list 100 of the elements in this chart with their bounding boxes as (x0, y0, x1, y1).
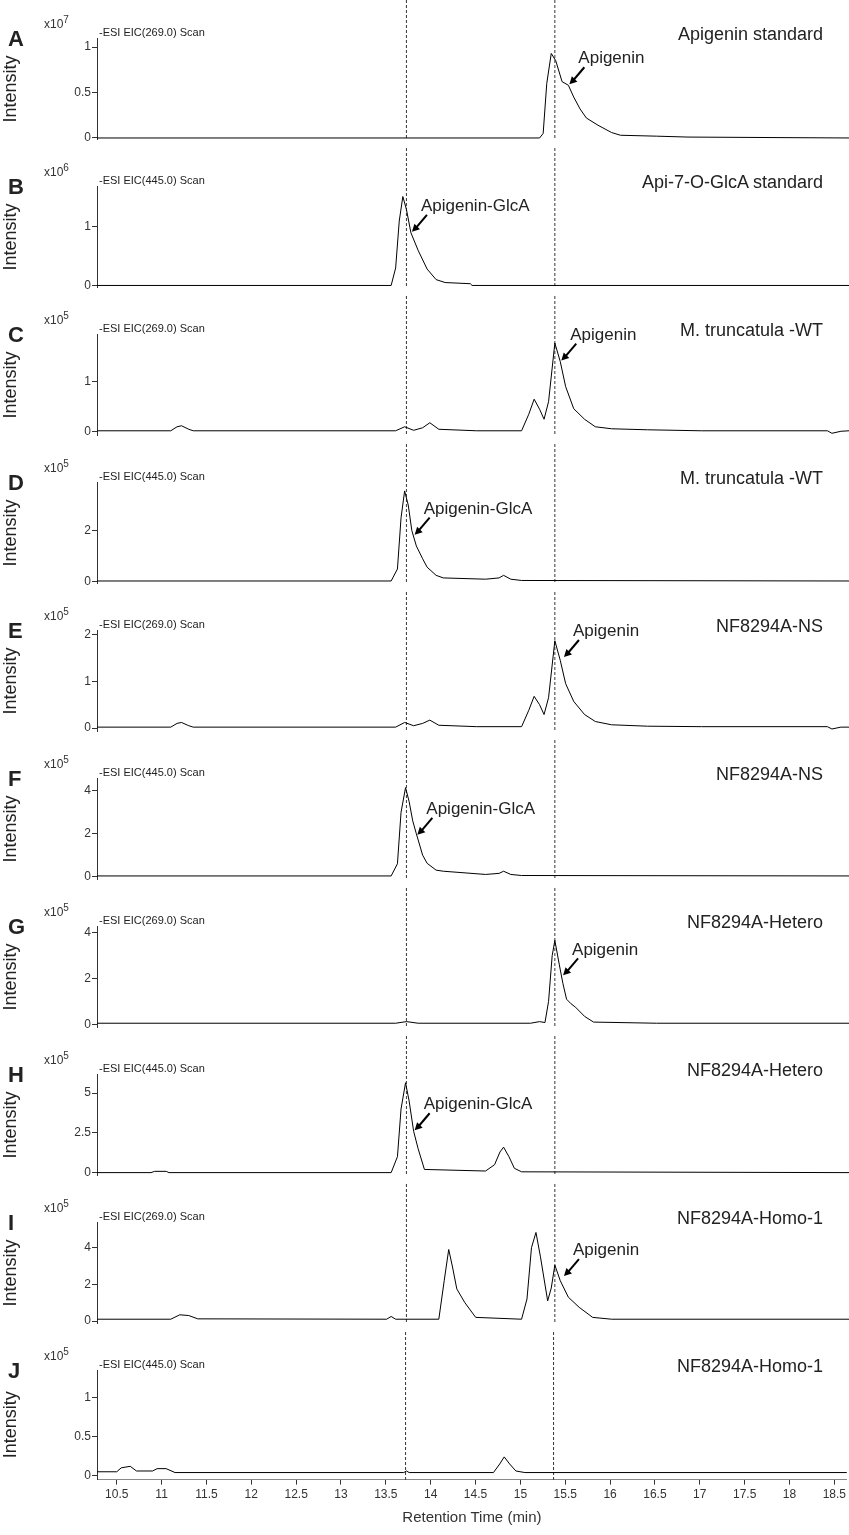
y-tick-label: 2 (84, 826, 92, 841)
chart-title: H (8, 1062, 24, 1088)
y-tick-label: 0 (84, 130, 92, 145)
x-axis-title: Retention Time (min) (402, 1508, 542, 1526)
y-tick-label: 0 (84, 1164, 92, 1179)
x-tick-label: 11.5 (195, 1487, 218, 1502)
y-tick-label: 2.5 (74, 1125, 92, 1140)
annotation: M. truncatula -WT (679, 320, 823, 341)
annotation: Apigenin (572, 939, 639, 959)
y-axis-title: Intensity (0, 499, 20, 567)
annotation: NF8294A-NS (715, 764, 823, 785)
chart-subtitle: -ESI EIC(445.0) Scan (99, 766, 205, 778)
y-tick-label: 0.5 (74, 84, 92, 99)
annotation: NF8294A-Homo-1 (676, 1208, 823, 1229)
chart-title: D (8, 470, 24, 496)
x-tick-label: 14 (424, 1487, 438, 1502)
y-tick-label: 0.5 (74, 1428, 92, 1443)
y-axis-title: Intensity (0, 351, 20, 419)
y-axis-title: Intensity (0, 55, 20, 123)
x-tick-label: 13.5 (374, 1487, 398, 1502)
x-tick-label: 15.5 (553, 1487, 578, 1502)
y-tick-label: 1 (84, 219, 92, 234)
y-tick-label: 0 (84, 1468, 92, 1482)
chart-title: B (8, 174, 24, 200)
annotation: M. truncatula -WT (679, 468, 823, 489)
chart-subtitle: -ESI EIC(445.0) Scan (99, 470, 205, 482)
chart-subtitle: -ESI EIC(269.0) Scan (99, 322, 205, 334)
annotation: NF8294A-Hetero (686, 1060, 823, 1081)
x-tick-label: 12.5 (284, 1487, 309, 1502)
chart-subtitle: -ESI EIC(445.0) Scan (99, 174, 205, 186)
text: x10$^{5}$ (44, 458, 69, 475)
x-tick-label: 12 (244, 1487, 259, 1502)
x-tick-label: 18.5 (822, 1487, 847, 1502)
x-tick-label: 13 (334, 1487, 348, 1502)
y-axis-title: Intensity (0, 1091, 20, 1159)
x-tick-label: 11 (155, 1487, 169, 1502)
y-tick-label: 0 (84, 1016, 92, 1031)
y-tick-label: 1 (84, 673, 92, 688)
text: x10$^{5}$ (44, 1346, 69, 1363)
y-tick-label: 2 (84, 522, 92, 537)
x-tick-label: 15 (513, 1487, 528, 1502)
chart-subtitle: -ESI EIC(269.0) Scan (99, 26, 205, 38)
chart-subtitle: -ESI EIC(445.0) Scan (99, 1358, 205, 1370)
y-tick-label: 4 (84, 783, 92, 798)
annotation: Apigenin (572, 621, 640, 641)
chart-subtitle: -ESI EIC(445.0) Scan (99, 1062, 205, 1074)
text: x10$^{5}$ (44, 902, 69, 919)
y-tick-label: 4 (84, 925, 92, 940)
annotation: Apigenin (578, 48, 645, 68)
y-axis-title: Intensity (0, 1391, 20, 1459)
y-tick-label: 0 (84, 720, 92, 735)
y-tick-label: 2 (84, 970, 92, 985)
chart-subtitle: -ESI EIC(269.0) Scan (99, 1210, 205, 1222)
annotation: Apigenin (570, 324, 637, 344)
x-tick-label: 17 (693, 1487, 707, 1502)
text: x10$^{5}$ (44, 606, 69, 623)
annotation: NF8294A-NS (715, 616, 823, 637)
text: x10$^{5}$ (44, 754, 69, 771)
text: x10$^{5}$ (44, 310, 69, 327)
x-tick-label: 17.5 (732, 1487, 757, 1502)
x-tick-label: 10.5 (105, 1487, 129, 1502)
y-tick-label: 4 (84, 1239, 92, 1254)
y-axis-title: Intensity (0, 943, 20, 1011)
annotation: Apigenin (572, 1240, 640, 1260)
y-tick-label: 0 (84, 277, 92, 292)
y-axis-title: Intensity (0, 1239, 20, 1307)
y-tick-label: 0 (84, 868, 92, 883)
annotation: NF8294A-Homo-1 (676, 1356, 823, 1377)
text: x10$^{6}$ (44, 162, 69, 179)
text: x10$^{5}$ (44, 1050, 69, 1067)
annotation: Apigenin-GlcA (420, 195, 531, 215)
annotation: Apigenin standard (677, 24, 823, 45)
y-tick-label: 1 (84, 39, 92, 54)
y-tick-label: 1 (84, 373, 92, 388)
y-tick-label: 0 (84, 424, 92, 439)
chart-subtitle: -ESI EIC(269.0) Scan (99, 618, 205, 630)
y-tick-label: 0 (84, 1313, 92, 1328)
chart-title: F (8, 766, 22, 792)
chart-title: E (8, 618, 23, 644)
y-axis-title: Intensity (0, 203, 20, 271)
chart-title: I (8, 1210, 15, 1236)
annotation: NF8294A-Hetero (686, 912, 823, 933)
text: x10$^{5}$ (44, 1198, 69, 1215)
y-tick-label: 5 (84, 1085, 92, 1100)
annotation: Apigenin-GlcA (426, 799, 536, 819)
annotation: Apigenin-GlcA (423, 498, 533, 518)
chart-title: A (8, 26, 24, 52)
chart-subtitle: -ESI EIC(269.0) Scan (99, 914, 205, 926)
x-tick-label: 16.5 (643, 1487, 667, 1502)
y-axis-title: Intensity (0, 647, 20, 715)
y-tick-label: 1 (84, 1389, 92, 1404)
y-tick-label: 2 (84, 1276, 92, 1291)
text: x10$^{7}$ (44, 14, 69, 31)
y-tick-label: 0 (84, 574, 92, 589)
y-tick-label: 2 (84, 626, 92, 641)
chart-title: C (8, 322, 24, 348)
annotation: Apigenin-GlcA (423, 1094, 533, 1114)
chart-title: G (8, 914, 26, 940)
x-tick-label: 16 (603, 1487, 618, 1502)
y-axis-title: Intensity (0, 795, 20, 863)
